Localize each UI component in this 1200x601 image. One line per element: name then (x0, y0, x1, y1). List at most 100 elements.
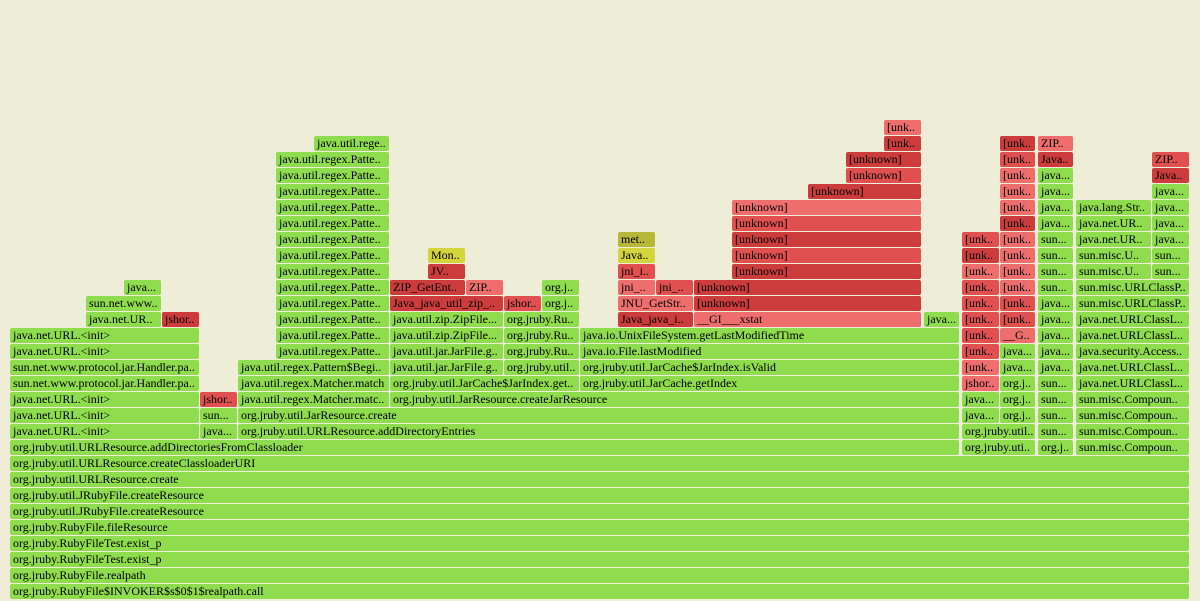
flame-frame[interactable]: sun.misc.URLClassP.. (1076, 280, 1189, 295)
flame-frame[interactable]: Java.. (1152, 168, 1189, 183)
flame-frame[interactable]: org.jruby.util.JarCache.getIndex (580, 376, 959, 391)
flame-frame[interactable]: java.io.UnixFileSystem.getLastModifiedTi… (580, 328, 959, 343)
flame-frame[interactable]: [unknown] (846, 152, 921, 167)
flame-frame[interactable]: java... (1152, 200, 1189, 215)
flame-frame[interactable]: sun.misc.Compoun.. (1076, 440, 1189, 455)
flame-frame[interactable]: Java.. (618, 248, 655, 263)
flame-frame[interactable]: org.jruby.RubyFile.fileResource (10, 520, 1189, 535)
flame-frame[interactable]: [unk.. (1000, 280, 1035, 295)
flame-frame[interactable]: java.net.URL.<init> (10, 392, 199, 407)
flame-frame[interactable]: [unknown] (732, 264, 921, 279)
flame-frame[interactable]: java.net.URL.<init> (10, 408, 199, 423)
flame-frame[interactable]: java.net.URLClassL.. (1076, 312, 1189, 327)
flame-frame[interactable]: sun... (1152, 264, 1189, 279)
flame-frame[interactable]: java.util.regex.Patte.. (276, 296, 389, 311)
flame-frame[interactable]: met.. (618, 232, 655, 247)
flame-frame[interactable]: java... (1152, 232, 1189, 247)
flame-frame[interactable]: org.jruby.util.JarCache$JarIndex.isValid (580, 360, 959, 375)
flame-frame[interactable]: org.jruby.Ru.. (504, 344, 579, 359)
flame-frame[interactable]: org.jruby.util.URLResource.create (10, 472, 1189, 487)
flame-frame[interactable]: [unk.. (1000, 168, 1035, 183)
flame-frame[interactable]: [unk.. (1000, 200, 1035, 215)
flame-frame[interactable]: sun.net.www.. (86, 296, 161, 311)
flame-frame[interactable]: sun.misc.Compoun.. (1076, 408, 1189, 423)
flame-frame[interactable]: [unk.. (962, 280, 999, 295)
flame-frame[interactable]: java.util.regex.Patte.. (276, 216, 389, 231)
flame-frame[interactable]: ZIP.. (466, 280, 503, 295)
flame-frame[interactable]: [unk.. (962, 312, 999, 327)
flame-frame[interactable]: jshor.. (962, 376, 999, 391)
flame-frame[interactable]: org.jruby.util.URLResource.addDirectoryE… (238, 424, 959, 439)
flame-frame[interactable]: org.j.. (1000, 376, 1035, 391)
flame-frame[interactable]: org.jruby.RubyFile$INVOKER$s$0$1$realpat… (10, 584, 1189, 599)
flame-frame[interactable]: sun.misc.U.. (1076, 248, 1151, 263)
flame-frame[interactable]: sun.net.www.protocol.jar.Handler.pa.. (10, 360, 199, 375)
flame-frame[interactable]: java.util.zip.ZipFile... (390, 312, 503, 327)
flame-frame[interactable]: [unk.. (962, 248, 999, 263)
flame-frame[interactable]: org.jruby.util.JarResource.createJarReso… (390, 392, 959, 407)
flame-frame[interactable]: org.jruby.util.JarResource.create (238, 408, 959, 423)
flame-frame[interactable]: java.util.regex.Patte.. (276, 280, 389, 295)
flame-frame[interactable]: jshor.. (504, 296, 541, 311)
flame-frame[interactable]: java.util.rege.. (314, 136, 389, 151)
flame-frame[interactable]: sun... (1038, 408, 1073, 423)
flame-frame[interactable]: org.j.. (1000, 392, 1035, 407)
flame-frame[interactable]: __GI___xstat (694, 312, 921, 327)
flame-frame[interactable]: java... (1000, 360, 1035, 375)
flame-frame[interactable]: java.net.URL.<init> (10, 328, 199, 343)
flame-frame[interactable]: java... (1038, 168, 1073, 183)
flame-frame[interactable]: [unk.. (962, 296, 999, 311)
flame-frame[interactable]: [unk.. (1000, 136, 1035, 151)
flame-frame[interactable]: java.net.UR.. (86, 312, 161, 327)
flame-frame[interactable]: sun.misc.URLClassP.. (1076, 296, 1189, 311)
flame-frame[interactable]: java... (1038, 200, 1073, 215)
flame-frame[interactable]: sun... (1038, 264, 1073, 279)
flame-frame[interactable]: java.util.regex.Patte.. (276, 200, 389, 215)
flame-frame[interactable]: org.j.. (542, 280, 579, 295)
flame-frame[interactable]: [unk.. (1000, 248, 1035, 263)
flame-frame[interactable]: java.lang.Str.. (1076, 200, 1151, 215)
flame-frame[interactable]: Java_java_i.. (618, 312, 693, 327)
flame-frame[interactable]: java.util.regex.Patte.. (276, 312, 389, 327)
flame-frame[interactable]: java.util.regex.Patte.. (276, 328, 389, 343)
flame-frame[interactable]: java.util.regex.Patte.. (276, 232, 389, 247)
flame-frame[interactable]: [unk.. (1000, 264, 1035, 279)
flame-frame[interactable]: jshor.. (162, 312, 199, 327)
flame-frame[interactable]: [unk.. (884, 120, 921, 135)
flame-frame[interactable]: java... (1152, 216, 1189, 231)
flame-frame[interactable]: java.net.URLClassL.. (1076, 360, 1189, 375)
flame-frame[interactable]: JV.. (428, 264, 465, 279)
flame-frame[interactable]: [unk.. (962, 328, 999, 343)
flame-frame[interactable]: Java_java_util_zip_.. (390, 296, 503, 311)
flame-frame[interactable]: jni_.. (656, 280, 693, 295)
flame-frame[interactable]: java.util.regex.Patte.. (276, 248, 389, 263)
flame-frame[interactable]: java... (1038, 344, 1073, 359)
flame-frame[interactable]: java.util.regex.Matcher.matc.. (238, 392, 389, 407)
flame-frame[interactable]: sun.misc.Compoun.. (1076, 424, 1189, 439)
flame-frame[interactable]: sun... (1038, 392, 1073, 407)
flame-frame[interactable]: org.jruby.util.JarCache$JarIndex.get.. (390, 376, 579, 391)
flame-frame[interactable]: [unk.. (1000, 184, 1035, 199)
flame-frame[interactable]: ZIP.. (1152, 152, 1189, 167)
flame-frame[interactable]: [unk.. (962, 360, 999, 375)
flame-frame[interactable]: [unknown] (732, 232, 921, 247)
flame-frame[interactable]: [unknown] (846, 168, 921, 183)
flame-frame[interactable]: [unk.. (1000, 216, 1035, 231)
flame-frame[interactable]: [unknown] (732, 200, 921, 215)
flame-frame[interactable]: java.net.UR.. (1076, 232, 1151, 247)
flame-frame[interactable]: java... (1038, 184, 1073, 199)
flame-frame[interactable]: ZIP_GetEnt.. (390, 280, 465, 295)
flame-frame[interactable]: java.util.regex.Matcher.match (238, 376, 389, 391)
flame-frame[interactable]: [unknown] (732, 248, 921, 263)
flame-frame[interactable]: sun... (1038, 424, 1073, 439)
flame-frame[interactable]: java... (924, 312, 959, 327)
flame-frame[interactable]: org.jruby.RubyFile.realpath (10, 568, 1189, 583)
flame-frame[interactable]: [unk.. (1000, 312, 1035, 327)
flame-frame[interactable]: java... (1038, 312, 1073, 327)
flame-frame[interactable]: java... (1038, 296, 1073, 311)
flame-frame[interactable]: sun.net.www.protocol.jar.Handler.pa.. (10, 376, 199, 391)
flame-frame[interactable]: [unknown] (732, 216, 921, 231)
flame-frame[interactable]: java... (1038, 216, 1073, 231)
flame-frame[interactable]: org.jruby.util.. (962, 424, 1035, 439)
flame-frame[interactable]: JNU_GetStr.. (618, 296, 693, 311)
